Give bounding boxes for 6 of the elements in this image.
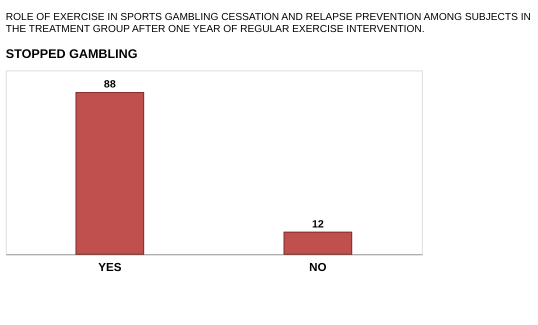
chart-subtitle: STOPPED GAMBLING [6,46,138,61]
x-tick-label: YES [98,261,122,274]
x-tick-label: NO [309,261,327,274]
chart-title: ROLE OF EXERCISE IN SPORTS GAMBLING CESSATION AND RELAPSE PREVENTION AMONG SUBJECTS IN THE TREATMENT GROUP AFTER ONE YEAR OF REGULAR EXERCISE INTERVENTION. [6,12,531,36]
data-label: 88 [104,78,116,91]
data-label: 12 [312,218,324,230]
